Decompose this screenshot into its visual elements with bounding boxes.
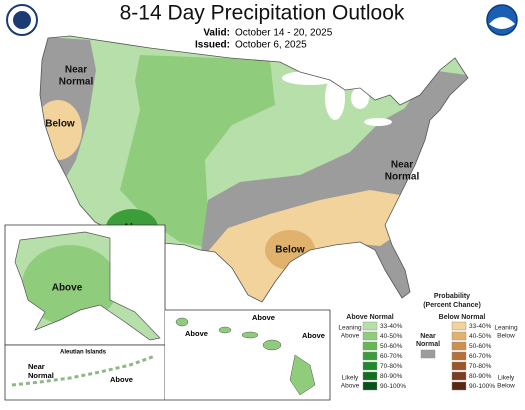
legend-title: Probability — [434, 293, 470, 300]
legend-note: Below — [497, 383, 515, 390]
below-range: 90-100% — [469, 383, 495, 390]
legend-title: (Percent Chance) — [423, 302, 481, 309]
above-swatch — [362, 351, 378, 361]
above-range: 80-90% — [380, 373, 403, 380]
above-range: 90-100% — [380, 383, 406, 390]
region-label: Aleutian Islands — [60, 350, 107, 356]
above-swatch — [362, 371, 378, 381]
legend-note: Leaning — [338, 325, 362, 332]
above-swatch — [362, 331, 378, 341]
region-label: Near — [391, 160, 413, 171]
below-swatch — [451, 381, 467, 391]
alaska-above-40-50 — [22, 245, 118, 325]
region-label: Normal — [385, 172, 420, 183]
region-label: Above — [52, 283, 83, 294]
above-range: 60-70% — [380, 353, 403, 360]
below-range: 80-90% — [469, 373, 492, 380]
island — [218, 326, 232, 334]
below-swatch — [451, 331, 467, 341]
legend-heading: Near — [420, 333, 436, 340]
below-range: 50-60% — [469, 343, 492, 350]
below-range: 60-70% — [469, 353, 492, 360]
below-swatch — [451, 351, 467, 361]
island — [241, 331, 259, 339]
region-label: Normal — [59, 77, 94, 88]
below-swatch — [451, 361, 467, 371]
valid-label: Valid: — [203, 28, 230, 39]
island — [289, 354, 316, 396]
hawaii-islands — [175, 317, 316, 396]
noaa-logo-bird — [489, 17, 515, 29]
region-label: Above — [302, 331, 325, 340]
island — [262, 339, 282, 351]
lake-superior — [282, 71, 338, 85]
region-label: Near — [65, 65, 87, 76]
region-label: Below — [275, 245, 305, 256]
legend-note: Above — [341, 383, 360, 390]
title: 8-14 Day Precipitation Outlook — [120, 2, 405, 25]
island — [175, 317, 189, 327]
aleutian-chain — [11, 354, 156, 387]
region-label: Above — [110, 375, 133, 384]
lake-huron — [351, 87, 369, 109]
above-swatch — [362, 341, 378, 351]
below-range: 40-50% — [469, 333, 492, 340]
below-range: 33-40% — [469, 323, 492, 330]
hawaii-inset — [165, 309, 331, 401]
below-swatch — [451, 321, 467, 331]
legend-note: Below — [497, 333, 515, 340]
lake-erie — [364, 118, 392, 126]
region-label: Below — [45, 119, 75, 130]
above-swatch — [362, 361, 378, 371]
region-label: Normal — [28, 371, 54, 380]
legend-heading: Normal — [416, 341, 440, 348]
above-range: 40-50% — [380, 333, 403, 340]
below-range: 70-80% — [469, 363, 492, 370]
below-swatch — [451, 371, 467, 381]
below-33-40-west — [40, 100, 82, 160]
above-range: 50-60% — [380, 343, 403, 350]
near-swatch — [420, 349, 436, 359]
alaska-outline — [14, 231, 161, 341]
legend-note: Likely — [498, 375, 515, 382]
above-40-50 — [120, 55, 275, 248]
doc-logo-center — [13, 11, 31, 29]
valid-dates: October 14 - 20, 2025 — [235, 28, 333, 39]
below-swatch — [451, 341, 467, 351]
legend-heading: Below Normal — [439, 314, 486, 321]
above-range: 70-80% — [380, 363, 403, 370]
above-range: 33-40% — [380, 323, 403, 330]
above-swatch — [362, 381, 378, 391]
issued-date: October 6, 2025 — [235, 40, 307, 51]
legend-note: Above — [341, 333, 360, 340]
legend-note: Likely — [342, 375, 359, 382]
legend-note: Leaning — [494, 325, 518, 332]
region-label: Above — [252, 313, 275, 322]
region-label: Above — [185, 329, 208, 338]
above-swatch — [362, 321, 378, 331]
legend: Probability (Percent Chance) Above Norma… — [338, 293, 518, 390]
issued-label: Issued: — [195, 40, 230, 51]
legend-heading: Above Normal — [346, 314, 394, 321]
region-label: Near — [28, 362, 45, 371]
